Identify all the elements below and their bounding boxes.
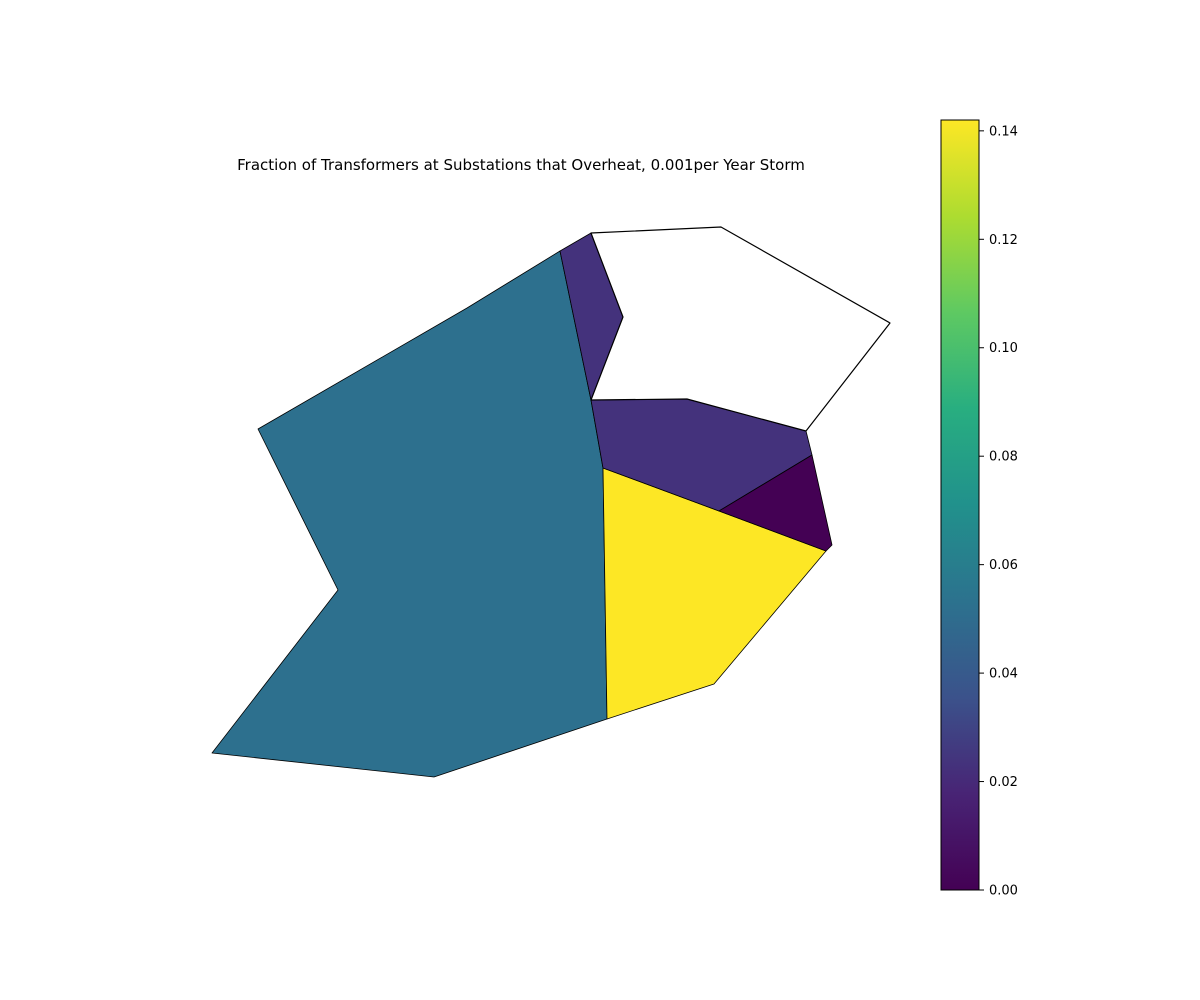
colorbar-tick-label: 0.08: [989, 450, 1018, 465]
colorbar-tick-label: 0.10: [989, 341, 1018, 356]
colorbar-tick-label: 0.04: [989, 667, 1018, 682]
colorbar-tick-label: 0.00: [989, 884, 1018, 899]
region-northeast: [590, 226, 891, 432]
map-title: Fraction of Transformers at Substations …: [237, 156, 805, 174]
colorbar: 0.00 0.02 0.04 0.06 0.08 0.10 0.12 0.14: [940, 119, 1018, 899]
colorbar-tick-label: 0.06: [989, 558, 1018, 573]
colorbar-tick-label: 0.14: [989, 124, 1018, 139]
colorbar-gradient: [940, 119, 980, 891]
region-west: [211, 250, 608, 778]
colorbar-tick-label: 0.12: [989, 233, 1018, 248]
map-regions: [211, 226, 891, 778]
region-east-triangle: [718, 454, 833, 552]
colorbar-tick-label: 0.02: [989, 775, 1018, 790]
colorbar-ticks: 0.00 0.02 0.04 0.06 0.08 0.10 0.12 0.14: [979, 124, 1018, 899]
